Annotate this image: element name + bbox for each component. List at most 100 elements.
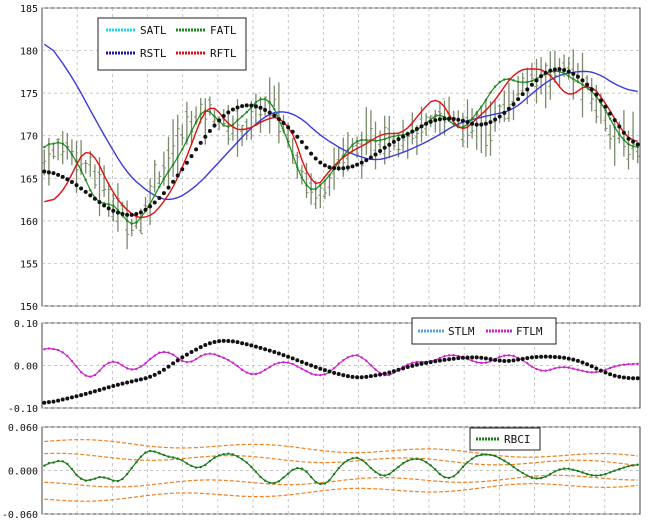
ftlm-line-point xyxy=(259,371,262,374)
rbci-line-point xyxy=(562,467,566,470)
ftlm-line-point xyxy=(158,351,161,354)
stlm-line-point xyxy=(525,356,530,361)
ftlm-line-point xyxy=(300,367,304,371)
stlm-line-point xyxy=(249,343,254,348)
stlm-line-point xyxy=(65,396,70,401)
satl-line-point xyxy=(161,191,166,196)
rbci-line-point xyxy=(434,468,437,471)
stlm-line-point xyxy=(350,374,355,379)
ftlm-line-point xyxy=(342,359,345,362)
stlm-line-point xyxy=(364,374,369,379)
y-tick-label: 0.060 xyxy=(8,423,38,434)
rbci-line-point xyxy=(240,457,244,461)
rbci-line-point xyxy=(553,470,557,473)
rstl-line xyxy=(43,43,638,201)
fatl-line-point xyxy=(452,123,455,126)
fatl-line-point xyxy=(185,139,189,142)
fatl-line-point xyxy=(268,101,271,104)
ftlm-line-point xyxy=(558,366,561,369)
rbci-line-point xyxy=(484,453,488,456)
rbci-line-point xyxy=(125,472,129,476)
rbci-line-point xyxy=(369,466,373,470)
ftlm-line-point xyxy=(498,355,501,359)
ftlm-line-point xyxy=(153,354,156,357)
rbci-line-point xyxy=(181,459,184,462)
fatl-line-point xyxy=(562,72,566,75)
stlm-line-point xyxy=(194,347,199,352)
satl-line-point xyxy=(401,134,406,139)
satl-line-point xyxy=(272,113,277,118)
satl-line-point xyxy=(497,114,502,119)
stlm-line-point xyxy=(226,338,231,343)
fatl-line-point xyxy=(503,78,506,81)
satl-line-point xyxy=(230,107,235,112)
ftlm-line-point xyxy=(549,368,552,371)
y-tick-label: -0.10 xyxy=(8,404,38,415)
fatl-line-point xyxy=(52,142,55,145)
satl-line-point xyxy=(617,124,622,129)
stlm-line-point xyxy=(212,339,217,344)
ftlm-line-point xyxy=(627,363,630,366)
ftlm-line-point xyxy=(236,364,239,368)
satl-line-point xyxy=(198,140,203,145)
satl-line-point xyxy=(263,108,268,113)
satl-line-point xyxy=(318,160,323,165)
fatl-line-point xyxy=(351,143,354,146)
satl-line-point xyxy=(543,70,548,75)
stlm-line-point xyxy=(598,368,603,373)
ftlm-line-point xyxy=(415,360,419,364)
fatl-line-point xyxy=(438,114,442,117)
rbci-line-point xyxy=(526,474,529,477)
satl-line-point xyxy=(460,118,465,123)
fatl-line-point xyxy=(291,153,294,156)
fatl-line-point xyxy=(576,80,580,83)
fatl-line-point xyxy=(526,80,529,84)
fatl-line-point xyxy=(378,139,382,142)
stlm-line-point xyxy=(221,338,226,343)
satl-line-point xyxy=(267,110,272,115)
satl-line-point xyxy=(304,145,309,150)
ftlm-line-point xyxy=(447,354,451,357)
satl-line-point xyxy=(129,212,134,217)
ftlm-line-point xyxy=(567,366,570,369)
fatl-line-point xyxy=(346,148,350,152)
rbci-line-point xyxy=(535,477,538,480)
satl-line-point xyxy=(433,118,438,123)
satl-line-point xyxy=(516,97,521,102)
fatl-line-point xyxy=(190,129,193,133)
y-tick-label: 155 xyxy=(20,259,38,270)
y-tick-label: 185 xyxy=(20,4,38,15)
stlm-line-point xyxy=(290,356,295,361)
satl-line-point xyxy=(281,120,286,125)
ftlm-line-point xyxy=(562,366,566,369)
rbci-line-point xyxy=(61,460,64,463)
rbci-line-point xyxy=(107,477,110,480)
stlm-line-point xyxy=(419,361,424,366)
stlm-line-point xyxy=(359,375,364,380)
rbci-line-point xyxy=(397,465,400,469)
rbci-line-point xyxy=(222,453,225,456)
fatl-line-point xyxy=(125,219,129,223)
stlm-line-point xyxy=(585,362,590,367)
fatl-line-point xyxy=(475,111,478,115)
satl-line-point xyxy=(97,200,102,205)
ftlm-line-point xyxy=(369,364,373,367)
stlm-line-point xyxy=(166,364,171,369)
rbci-line-point xyxy=(516,468,520,472)
ftlm-line-point xyxy=(213,353,216,356)
rbci-line-point xyxy=(153,450,156,453)
rbci-line-point xyxy=(116,479,120,483)
ftlm-line-point xyxy=(585,370,589,374)
rbci-line-point xyxy=(89,478,92,482)
stlm-line-point xyxy=(617,374,622,379)
satl-line-point xyxy=(447,116,452,121)
stlm-line-point xyxy=(552,355,557,359)
fatl-line-point xyxy=(516,80,520,83)
satl-line-point xyxy=(102,203,107,208)
satl-line-point xyxy=(46,170,51,175)
rbci-band xyxy=(44,474,638,488)
ftlm-line-point xyxy=(43,348,46,351)
stlm-line-point xyxy=(635,376,640,381)
ftlm-line-point xyxy=(309,372,313,375)
